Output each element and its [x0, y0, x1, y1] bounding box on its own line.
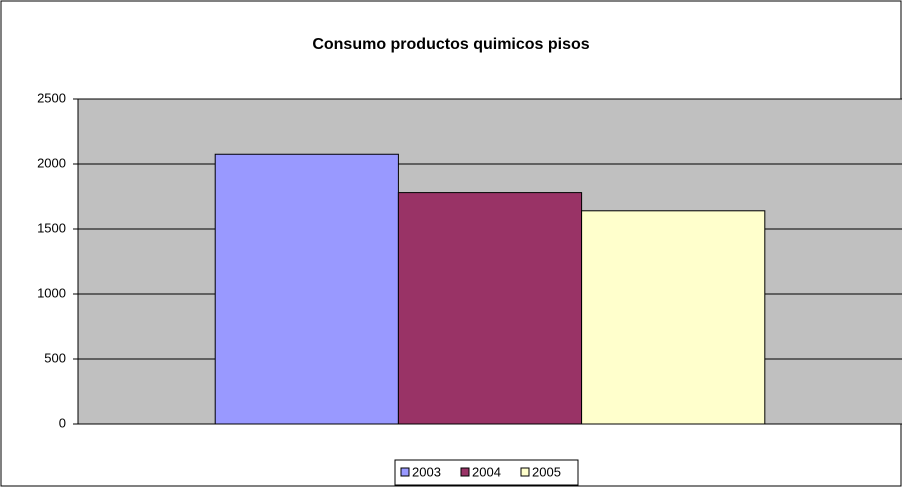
legend-swatch — [520, 467, 530, 477]
y-tick-label: 0 — [59, 415, 66, 430]
legend-box — [394, 459, 579, 486]
bar — [581, 210, 766, 425]
chart-title: Consumo productos quimicos pisos — [312, 36, 589, 53]
legend-swatch — [400, 467, 410, 477]
legend-label: 2003 — [412, 464, 441, 479]
legend-label: 2005 — [532, 464, 561, 479]
legend-label: 2004 — [472, 464, 501, 479]
y-tick-label: 1500 — [37, 220, 66, 235]
legend-swatch — [460, 467, 470, 477]
y-tick-label: 1000 — [37, 285, 66, 300]
y-tick-label: 500 — [44, 350, 66, 365]
y-tick-label: 2500 — [37, 90, 66, 105]
bar — [214, 153, 399, 425]
bar — [397, 192, 583, 425]
y-tick-label: 2000 — [37, 155, 66, 170]
